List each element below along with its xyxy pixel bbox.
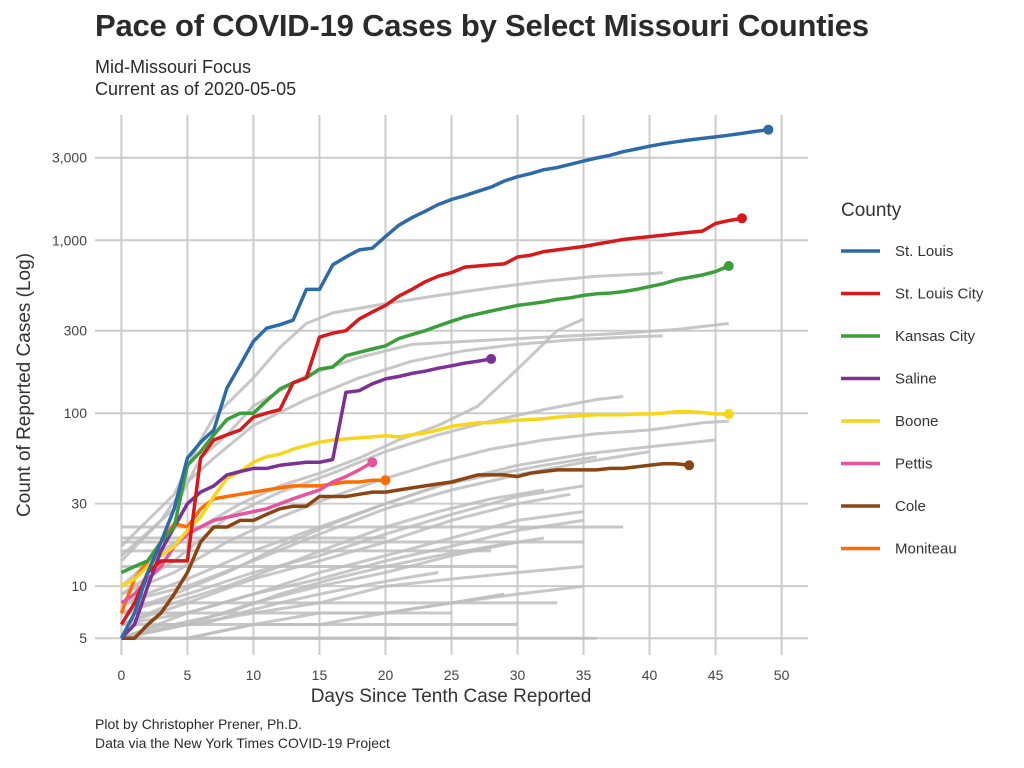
background-county-line: [121, 565, 584, 640]
end-point-kansas-city: [723, 260, 734, 271]
legend-item-boone: Boone: [841, 413, 938, 430]
end-point-boone: [723, 408, 734, 419]
series-line-boone: [120, 409, 729, 588]
subtitle-line-1: Mid-Missouri Focus: [95, 57, 252, 77]
legend-label: Kansas City: [895, 328, 976, 345]
legend-items: St. Louis St. Louis City Kansas City Saline…: [841, 243, 984, 558]
legend-item-kansas-city: Kansas City: [841, 328, 976, 345]
y-tick-label: 100: [64, 405, 88, 421]
background-county-line: [120, 271, 663, 548]
x-tick-label: 0: [118, 667, 126, 683]
x-tick-label: 5: [184, 667, 192, 683]
end-point-st-louis: [763, 124, 774, 135]
chart-caption: Plot by Christopher Prener, Ph.D. Data v…: [95, 715, 390, 753]
legend-item-pettis: Pettis: [841, 456, 933, 473]
series-line-kansas-city: [120, 264, 730, 575]
chart-title: Pace of COVID-19 Cases by Select Missour…: [95, 8, 869, 43]
legend-item-saline: Saline: [841, 371, 937, 388]
end-point-saline: [486, 353, 497, 364]
x-axis-title: Days Since Tenth Case Reported: [311, 686, 592, 707]
background-county-line: [120, 488, 545, 626]
y-tick-label: 1,000: [52, 232, 87, 248]
series-end-points: [367, 124, 774, 486]
caption-line-1: Plot by Christopher Prener, Ph.D.: [95, 716, 302, 732]
background-county-line: [121, 450, 650, 605]
y-tick-label: 300: [64, 323, 88, 339]
legend-label: St. Louis City: [895, 286, 984, 303]
y-tick-label: 30: [71, 496, 87, 512]
legend: County St. Louis St. Louis City Kansas Cit…: [841, 200, 984, 558]
y-tick-label: 5: [79, 630, 87, 646]
legend-label: Moniteau: [895, 541, 957, 558]
series-line-st-louis: [119, 127, 769, 640]
legend-item-cole: Cole: [841, 498, 926, 515]
x-tick-label: 25: [444, 667, 460, 683]
highlighted-county-lines: [119, 127, 769, 640]
x-tick-label: 20: [378, 667, 394, 683]
legend-item-st-louis: St. Louis: [841, 243, 953, 260]
series-line-cole: [121, 462, 690, 640]
background-county-line: [120, 455, 597, 615]
x-tick-label: 30: [510, 667, 526, 683]
x-tick-label: 50: [774, 667, 790, 683]
x-tick-label: 10: [246, 667, 262, 683]
x-tick-label: 40: [642, 667, 658, 683]
y-axis-title: Count of Reported Cases (Log): [14, 253, 35, 517]
end-point-cole: [684, 460, 695, 471]
x-tick-label: 15: [312, 667, 328, 683]
series-line-st-louis-city: [119, 216, 743, 626]
x-tick-label: 45: [708, 667, 724, 683]
legend-label: Boone: [895, 413, 938, 430]
end-point-pettis: [367, 457, 378, 468]
legend-item-st-louis-city: St. Louis City: [841, 286, 984, 303]
background-county-line: [120, 518, 584, 640]
x-tick-label: 35: [576, 667, 592, 683]
y-axis-ticks: 5 10 30 100 300 1,000 3,000: [52, 150, 87, 646]
subtitle-line-2: Current as of 2020-05-05: [95, 79, 297, 99]
legend-label: Cole: [895, 498, 926, 515]
legend-title: County: [841, 200, 902, 221]
end-point-st-louis-city: [736, 213, 747, 224]
y-tick-label: 10: [71, 578, 87, 594]
background-county-line: [120, 334, 663, 562]
legend-label: Saline: [895, 371, 937, 388]
legend-label: Pettis: [895, 456, 933, 473]
end-point-moniteau: [380, 475, 391, 486]
background-county-line: [120, 484, 584, 615]
legend-item-moniteau: Moniteau: [841, 541, 957, 558]
legend-label: St. Louis: [895, 243, 953, 260]
series-line-saline: [120, 357, 492, 640]
chart-subtitle: Mid-Missouri Focus Current as of 2020-05…: [95, 56, 296, 100]
caption-line-2: Data via the New York Times COVID-19 Pro…: [95, 735, 390, 751]
y-tick-label: 3,000: [52, 150, 87, 166]
background-county-lines: [120, 271, 729, 640]
x-axis-ticks: 0 5 10 15 20 25 30 35 40 45 50: [118, 667, 790, 683]
series-line-pettis: [120, 460, 374, 605]
